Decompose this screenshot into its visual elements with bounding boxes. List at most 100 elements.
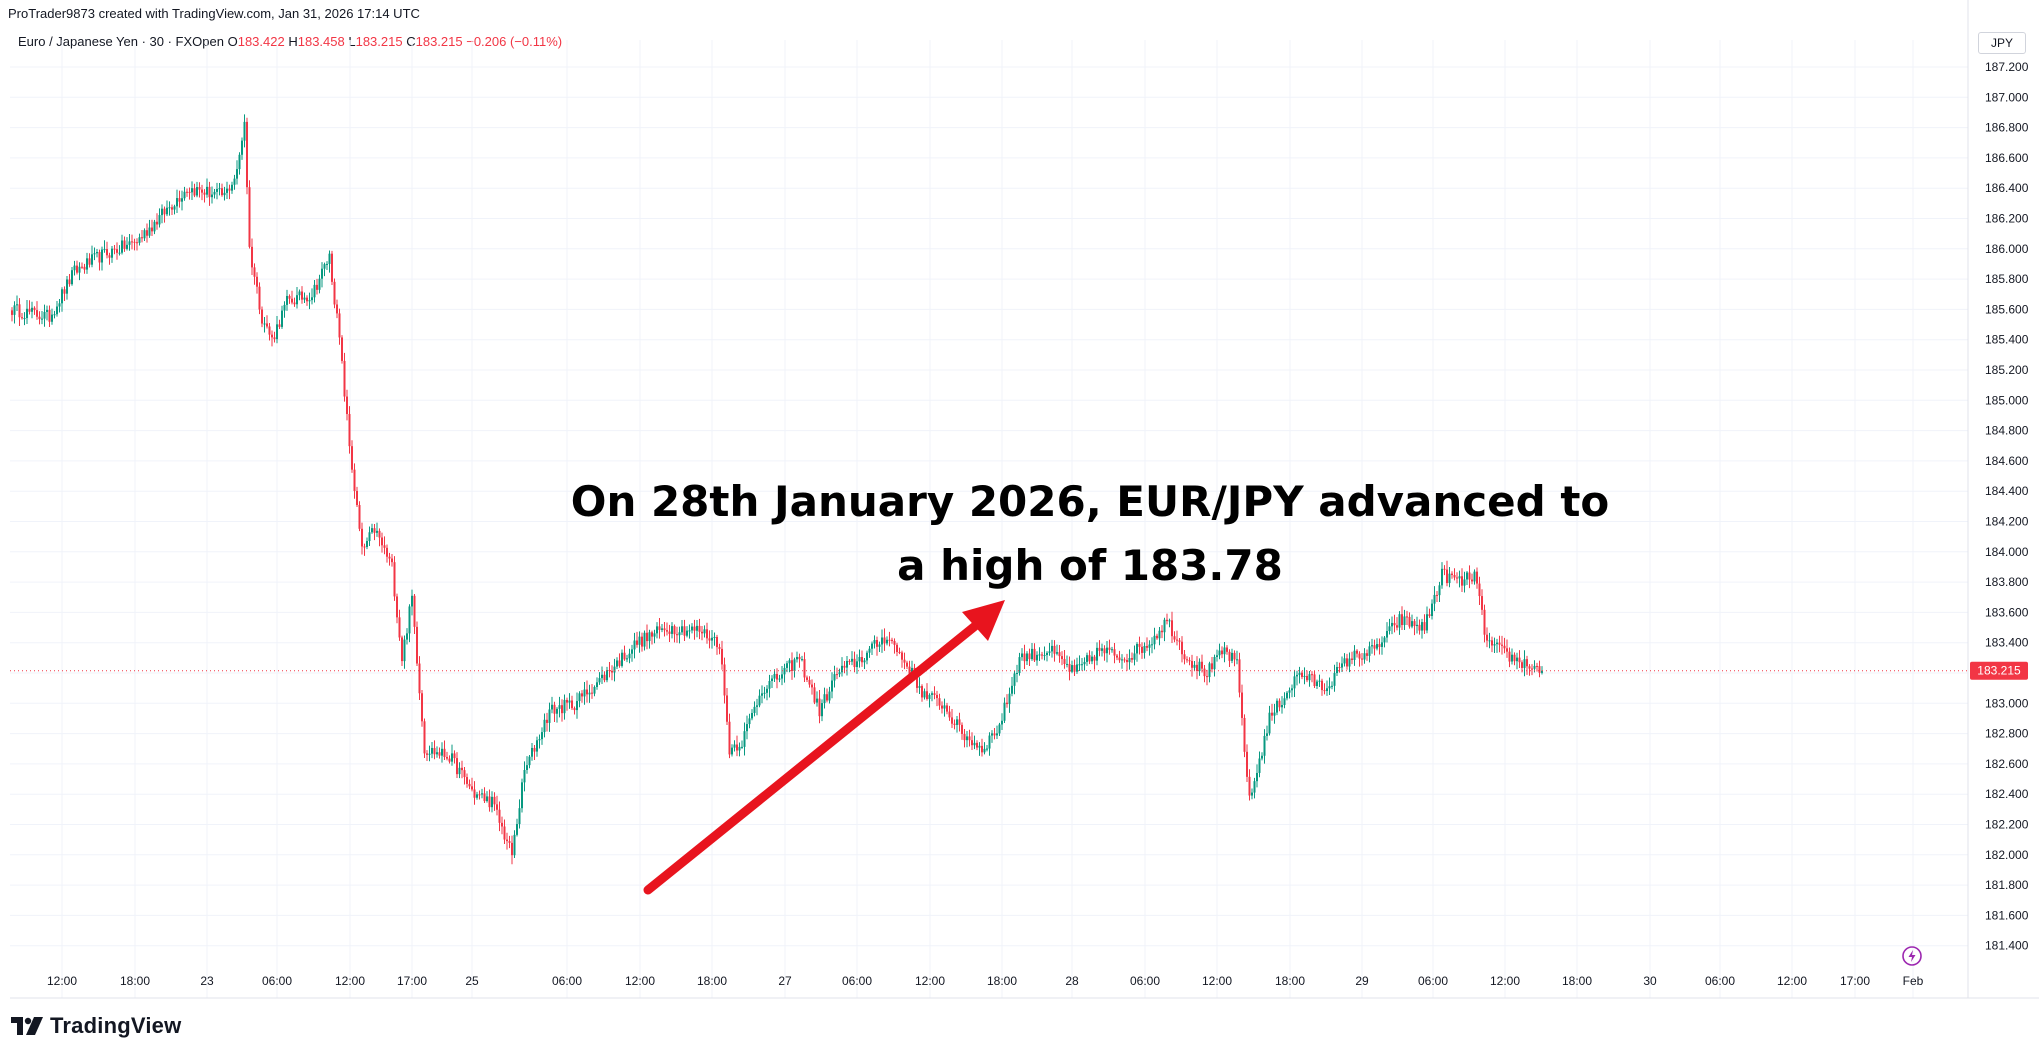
candle-body <box>1353 650 1356 660</box>
candle-body <box>1126 659 1128 663</box>
tradingview-logo[interactable]: TradingView <box>10 1013 181 1039</box>
candle-body <box>758 695 761 706</box>
candle-body <box>821 703 823 717</box>
candle-body <box>1178 640 1181 642</box>
candle-body <box>948 711 951 718</box>
candle-body <box>971 740 973 746</box>
candle-body <box>1293 676 1296 689</box>
candle-body <box>41 318 43 320</box>
candle-body <box>338 313 341 338</box>
candle-body <box>551 704 553 710</box>
candle-body <box>1123 659 1126 661</box>
lightning-icon[interactable] <box>1901 945 1923 967</box>
candle-body <box>1536 665 1538 667</box>
low-label: L <box>348 34 356 49</box>
candle-body <box>1508 651 1511 662</box>
candle-body <box>16 304 18 306</box>
candle-body <box>231 184 233 191</box>
candle-body <box>1056 652 1058 654</box>
candle-body <box>923 691 926 698</box>
candle-body <box>513 834 516 856</box>
candle-body <box>811 684 813 688</box>
y-tick-label: 182.000 <box>1985 848 2029 862</box>
candle-body <box>786 663 788 668</box>
y-tick-label: 183.400 <box>1985 636 2029 650</box>
candle-body <box>1116 655 1118 658</box>
candle-body <box>88 258 91 265</box>
candle-body <box>1318 680 1321 682</box>
candle-body <box>248 187 251 247</box>
candle-body <box>511 842 513 856</box>
tradingview-logo-icon <box>11 1017 43 1035</box>
candle-body <box>1161 630 1163 633</box>
candle-body <box>23 318 26 320</box>
y-tick-label: 182.200 <box>1985 818 2029 832</box>
candle-body <box>1316 681 1318 686</box>
y-tick-label: 186.400 <box>1985 181 2029 195</box>
candle-body <box>183 191 186 199</box>
symbol-name[interactable]: Euro / Japanese Yen · 30 · FXOpen <box>18 34 224 49</box>
candle-body <box>648 632 651 642</box>
candle-body <box>1511 654 1513 662</box>
candle-body <box>871 643 873 649</box>
candle-body <box>383 545 386 548</box>
annotation-line-1: On 28th January 2026, EUR/JPY advanced t… <box>570 477 1610 526</box>
candle-body <box>1493 644 1496 646</box>
candle-body <box>311 297 313 301</box>
candle-body <box>1078 664 1081 666</box>
candle-body <box>1513 654 1516 662</box>
currency-selector[interactable]: JPY <box>1978 32 2026 54</box>
y-tick-label: 183.000 <box>1985 696 2029 710</box>
candle-body <box>978 745 981 748</box>
candle-body <box>1131 658 1133 660</box>
candle-body <box>1533 665 1536 669</box>
candle-body <box>113 248 116 250</box>
candle-body <box>538 739 541 741</box>
candle-body <box>1166 619 1168 622</box>
candle-body <box>1418 624 1421 631</box>
x-tick-label: 06:00 <box>1130 974 1160 988</box>
candle-body <box>656 626 658 634</box>
candle-body <box>621 652 623 666</box>
y-tick-label: 181.400 <box>1985 939 2029 953</box>
candle-body <box>1246 751 1248 777</box>
candle-body <box>1396 625 1398 628</box>
candle-body <box>508 841 511 843</box>
candle-body <box>943 705 946 709</box>
candle-body <box>533 747 536 752</box>
y-tick-label: 185.400 <box>1985 333 2029 347</box>
candle-body <box>763 692 766 694</box>
candle-body <box>703 629 706 634</box>
candle-body <box>588 692 591 695</box>
candle-body <box>146 230 148 236</box>
candles <box>11 114 1543 865</box>
candle-body <box>808 679 811 685</box>
candle-body <box>891 639 893 641</box>
candle-body <box>776 673 778 680</box>
candle-body <box>503 826 506 840</box>
x-tick-label: 12:00 <box>47 974 77 988</box>
candle-body <box>178 198 181 202</box>
candle-body <box>693 626 696 631</box>
candle-body <box>296 295 298 305</box>
candle-body <box>506 839 508 842</box>
candle-body <box>18 304 21 318</box>
candle-body <box>1368 646 1371 656</box>
candle-body <box>436 752 438 755</box>
candle-body <box>531 747 533 757</box>
candle-body <box>1206 676 1208 678</box>
candle-body <box>548 709 551 723</box>
x-tick-label: 06:00 <box>552 974 582 988</box>
candle-body <box>1321 680 1323 691</box>
candle-body <box>1193 664 1196 668</box>
candle-body <box>1273 712 1276 716</box>
candle-body <box>1483 609 1486 635</box>
candle-body <box>1213 657 1216 670</box>
candle-body <box>308 300 311 302</box>
candle-body <box>523 769 526 783</box>
candle-body <box>108 255 111 258</box>
candle-body <box>413 595 416 627</box>
x-tick-label: 27 <box>778 974 792 988</box>
candle-body <box>701 631 703 634</box>
